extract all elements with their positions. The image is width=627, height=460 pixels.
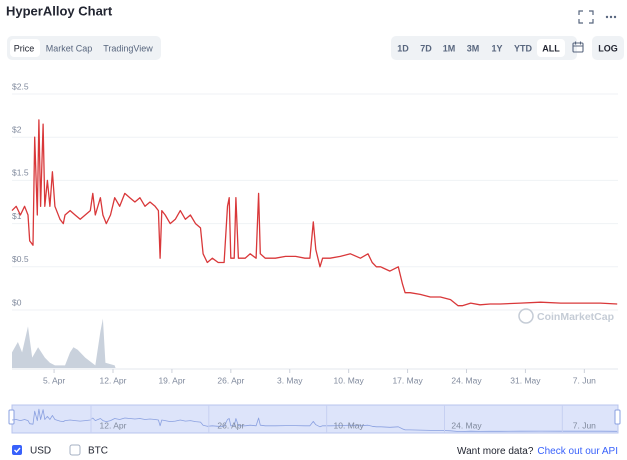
fullscreen-icon[interactable] [578,10,594,24]
x-tick-label: 17. May [392,375,423,385]
x-tick-label: 31. May [510,375,541,385]
tab-group [7,36,161,60]
api-link[interactable]: Check out our API [537,446,618,457]
tab[interactable]: Market Cap [46,43,93,53]
navigator-label: 26. Apr [217,420,244,430]
price-line [11,119,618,307]
navigator-line [11,408,618,432]
x-tick-label: 24. May [451,375,482,385]
range-active-bg [537,39,565,57]
y-tick-label: $2 [12,124,22,134]
x-tick-label: 7. Jun [573,375,596,385]
navigator-handle-left[interactable] [8,409,15,425]
volume-area [12,318,116,368]
more-icon[interactable] [605,15,617,19]
navigator-label: 7. Jun [573,420,596,430]
watermark: CoinMarketCap [518,308,614,324]
y-tick-label: $0 [12,297,22,307]
chart-title: HyperAlloy Chart [6,3,113,18]
legend-btc[interactable]: BTC [88,446,108,457]
y-tick-label: $0.5 [12,254,29,264]
x-tick-label: 12. Apr [100,375,127,385]
y-tick-label: $2.5 [12,81,29,91]
usd-checkbox[interactable] [12,445,22,455]
tab-active-bg [10,39,40,57]
x-tick-label: 19. Apr [158,375,185,385]
calendar-icon[interactable] [572,41,584,53]
log-bg[interactable] [592,36,624,60]
range-button[interactable]: ALL [542,43,560,53]
navigator-handle-right[interactable] [614,409,621,425]
range-button[interactable]: 1M [443,43,456,53]
range-button[interactable]: 1Y [491,43,502,53]
footer-text: Want more data? Check out our API [457,446,618,457]
tab[interactable]: TradingView [103,43,153,53]
tab[interactable]: Price [14,43,35,53]
navigator-label: 24. May [451,420,482,430]
legend-usd[interactable]: USD [30,446,51,457]
footer-prompt: Want more data? [457,446,534,457]
range-button[interactable]: 7D [420,43,432,53]
btc-checkbox[interactable] [69,444,81,456]
navigator-label: 12. Apr [100,420,127,430]
navigator-label: 10. May [334,420,365,430]
range-button[interactable]: 1D [397,43,409,53]
y-tick-label: $1.5 [12,168,29,178]
y-tick-label: $1 [12,211,22,221]
x-tick-label: 10. May [334,375,365,385]
watermark-text: CoinMarketCap [537,311,614,323]
check-mark [14,447,21,454]
range-button[interactable]: YTD [514,43,533,53]
x-tick-label: 26. Apr [217,375,244,385]
x-tick-label: 5. Apr [43,375,65,385]
log-button[interactable]: LOG [598,43,618,53]
range-button[interactable]: 3M [467,43,480,53]
range-group [391,36,577,60]
x-tick-label: 3. May [277,375,303,385]
